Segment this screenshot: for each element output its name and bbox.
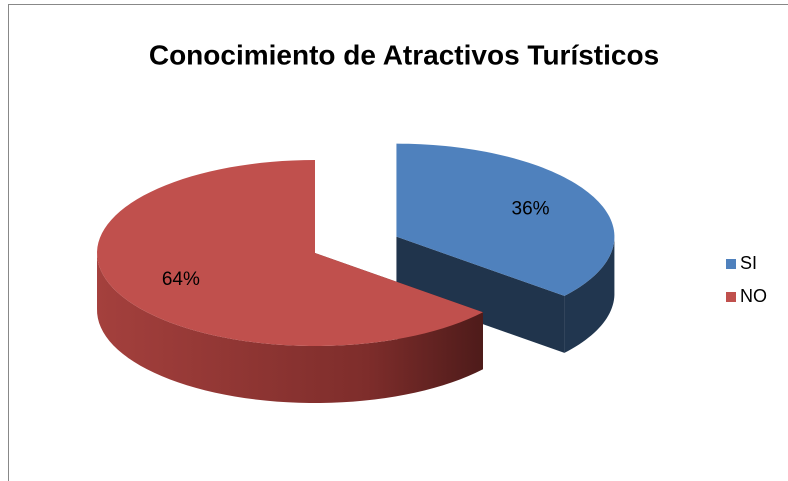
chart-title: Conocimiento de Atractivos Turísticos	[149, 39, 659, 70]
legend: SI NO	[726, 253, 767, 306]
legend-swatch	[726, 259, 736, 269]
slice: 36%	[396, 143, 615, 353]
slice-top	[396, 143, 615, 296]
slice-side	[396, 236, 565, 353]
legend-label: NO	[740, 286, 767, 306]
slice-wall	[564, 235, 615, 353]
data-label: 64%	[162, 269, 200, 290]
data-label: 36%	[512, 199, 550, 220]
pie: 36% 64%	[97, 143, 615, 403]
legend-label: SI	[740, 253, 757, 273]
slice-wall	[97, 251, 483, 403]
slice-top	[97, 160, 483, 346]
slice: 64%	[97, 160, 483, 403]
legend-swatch	[726, 292, 736, 302]
